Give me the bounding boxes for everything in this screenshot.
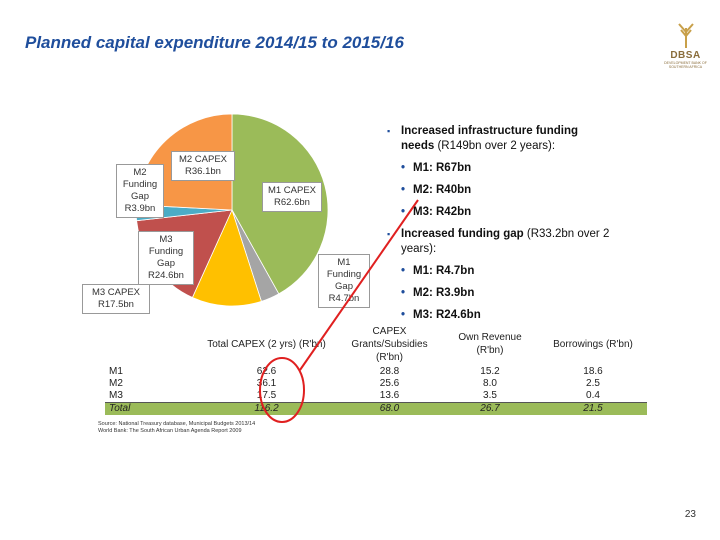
bullet-text: Increased infrastructure funding needs (401, 125, 579, 152)
data-table: Total CAPEX (2 yrs) (R'bn) CAPEX Grants/S… (105, 322, 647, 415)
slice-label-name: M2 CAPEX (178, 154, 228, 165)
slice-label: M1 CAPEX R62.6bn (262, 182, 322, 212)
slice-label-value: R4.7bn (328, 293, 360, 304)
slice-label-value: R62.6bn (274, 197, 310, 208)
logo-mark (678, 23, 694, 48)
table-cell: 17.5 (256, 390, 277, 401)
table-row: M3 17.5 13.6 3.5 0.4 (105, 390, 647, 403)
table-cell: 25.6 (379, 378, 400, 389)
slice-label-name: M1 CAPEX (267, 185, 317, 196)
table-cell: 62.6 (256, 366, 277, 377)
table-cell: 18.6 (583, 366, 603, 377)
table-row-label: M2 (109, 378, 123, 389)
slice-label-name: M2 Funding Gap (122, 167, 158, 202)
table-header-cell: CAPEX Grants/Subsidies (R'bn) (351, 325, 428, 363)
sub-bullet: M2: R40bn (383, 183, 613, 198)
pie-slice (191, 208, 262, 307)
slice-label-name: M3 Funding Gap (148, 234, 184, 269)
table-cell: 0.4 (586, 390, 600, 401)
table-corner (105, 322, 195, 366)
slice-label-value: R24.6bn (148, 270, 184, 281)
table-row-label: M3 (109, 390, 123, 401)
slice-label-name: M3 CAPEX (91, 287, 141, 298)
table-cell: 15.2 (480, 366, 500, 377)
slice-label: M2 CAPEX R36.1bn (171, 151, 235, 181)
table-cell: 26.7 (441, 402, 539, 415)
logo-text: DBSA (670, 50, 701, 61)
bullet-text: Increased funding gap (401, 228, 524, 240)
table-row: Total 116.2 68.0 26.7 21.5 (105, 402, 647, 415)
sub-bullet: M1: R4.7bn (383, 264, 613, 279)
table-header-cell: Own Revenue (R'bn) (458, 332, 522, 356)
bullet: Increased funding gap (R33.2bn over 2 ye… (383, 227, 613, 257)
slice-label-value: R17.5bn (98, 299, 134, 310)
table-cell: 68.0 (338, 402, 441, 415)
source-line: World Bank: The South African Urban Agen… (98, 428, 242, 434)
logo: DBSA DEVELOPMENT BANK OF SOUTHERN AFRICA (663, 50, 708, 69)
table-header-row: Total CAPEX (2 yrs) (R'bn) CAPEX Grants/S… (105, 322, 647, 366)
table-row: M1 62.6 28.8 15.2 18.6 (105, 366, 647, 378)
table-row-label: M1 (109, 366, 123, 377)
logo-subtext: DEVELOPMENT BANK OF SOUTHERN AFRICA (664, 61, 707, 69)
slice-label-name: M1 Funding Gap (326, 257, 362, 292)
table-header-cell: Borrowings (R'bn) (553, 338, 633, 350)
page-number: 23 (684, 509, 696, 520)
source-line: Source: National Treasury database, Muni… (98, 421, 256, 427)
table-cell: 28.8 (379, 366, 400, 377)
table-cell: 13.6 (379, 390, 400, 401)
sub-bullet: M3: R42bn (383, 205, 613, 220)
table-cell: 36.1 (256, 378, 277, 389)
table-cell: 21.5 (539, 402, 647, 415)
slice-label-value: R36.1bn (185, 166, 221, 177)
source-note: Source: National Treasury database, Muni… (98, 421, 255, 435)
slice-label: M2 Funding Gap R3.9bn (116, 164, 164, 218)
table-header-cell: Total CAPEX (2 yrs) (R'bn) (207, 338, 326, 350)
bullet-detail: (R149bn over 2 years): (437, 140, 556, 152)
table-cell: 3.5 (483, 390, 497, 401)
sub-bullet: M3: R24.6bn (383, 308, 613, 323)
slice-label-value: R3.9bn (124, 203, 156, 214)
table-row-label: Total (105, 402, 195, 415)
table-row: M2 36.1 25.6 8.0 2.5 (105, 378, 647, 390)
bullet: Increased infrastructure funding needs (… (383, 124, 613, 154)
table-cell: 8.0 (483, 378, 497, 389)
sub-bullet: M2: R3.9bn (383, 286, 613, 301)
slice-label: M3 Funding Gap R24.6bn (138, 231, 194, 285)
slide-title: Planned capital expenditure 2014/15 to 2… (25, 33, 404, 52)
table-cell: 116.2 (195, 402, 338, 415)
bullet-list: Increased infrastructure funding needs (… (383, 124, 613, 330)
slice-label: M3 CAPEX R17.5bn (82, 284, 150, 314)
sub-bullet: M1: R67bn (383, 161, 613, 176)
table-cell: 2.5 (586, 378, 600, 389)
slice-label: M1 Funding Gap R4.7bn (318, 254, 370, 308)
